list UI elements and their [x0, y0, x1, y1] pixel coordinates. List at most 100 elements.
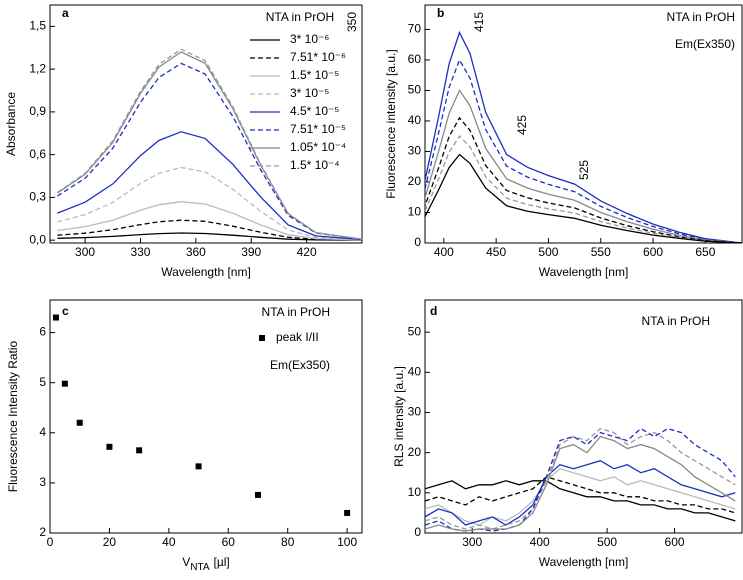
- x-axis-label: VNTA [µl]: [182, 555, 230, 572]
- y-tick-label: 40: [408, 113, 422, 127]
- series-group: [425, 427, 736, 532]
- y-tick-label: 6: [39, 325, 46, 339]
- y-tick-label: 5: [39, 375, 46, 389]
- series-line: [57, 232, 362, 241]
- y-tick-label: 0,6: [29, 147, 46, 161]
- x-tick-label: 80: [281, 535, 295, 549]
- series-line: [425, 58, 742, 243]
- x-axis-label: Wavelength [nm]: [539, 265, 629, 279]
- panel-label: d: [430, 304, 437, 318]
- x-axis-label: Wavelength [nm]: [161, 265, 251, 279]
- annotation: 350: [345, 12, 359, 32]
- scatter-point: [52, 314, 59, 321]
- series-line: [57, 201, 362, 241]
- series-line: [425, 459, 736, 526]
- series-line: [425, 480, 736, 522]
- series-line: [425, 153, 742, 243]
- x-tick-label: 400: [434, 245, 454, 259]
- x-tick-label: 600: [665, 535, 685, 549]
- x-tick-label: 100: [337, 535, 357, 549]
- y-tick-label: 50: [408, 324, 422, 338]
- series-line: [425, 435, 736, 532]
- series-line: [425, 427, 736, 532]
- scatter-point: [195, 463, 202, 470]
- y-tick-label: 0,3: [29, 190, 46, 204]
- x-tick-label: 420: [297, 245, 317, 259]
- scatter-point: [344, 509, 351, 516]
- annotation: 425: [515, 115, 529, 135]
- legend-label: peak I/II: [276, 330, 319, 344]
- legend-label: 1.5* 10⁻⁴: [290, 158, 340, 172]
- x-tick-label: 330: [130, 245, 150, 259]
- y-axis-label: RLS intensity [a.u.]: [392, 366, 406, 467]
- y-tick-label: 40: [408, 364, 422, 378]
- x-tick-label: 360: [186, 245, 206, 259]
- y-tick-label: 30: [408, 144, 422, 158]
- series-line: [57, 219, 362, 241]
- y-tick-label: 50: [408, 83, 422, 97]
- y-tick-label: 60: [408, 52, 422, 66]
- series-line: [57, 131, 362, 241]
- series-line: [425, 135, 742, 243]
- x-tick-label: 0: [47, 535, 54, 549]
- x-tick-label: 550: [591, 245, 611, 259]
- x-tick-label: 40: [162, 535, 176, 549]
- series-line: [425, 476, 736, 514]
- y-tick-label: 3: [39, 475, 46, 489]
- panel-label: b: [437, 6, 444, 20]
- panel-title: NTA in PrOH: [266, 10, 334, 24]
- series-line: [57, 166, 362, 241]
- x-tick-label: 600: [643, 245, 663, 259]
- panel-subtitle: Em(Ex350): [675, 37, 735, 51]
- panel-title: NTA in PrOH: [667, 10, 735, 24]
- y-tick-label: 1,5: [29, 19, 46, 33]
- y-tick-label: 0: [414, 235, 421, 249]
- y-tick-label: 1,2: [29, 61, 46, 75]
- series-line: [425, 467, 736, 526]
- y-tick-label: 4: [39, 425, 46, 439]
- panel-title: NTA in PrOH: [262, 305, 330, 319]
- plot-frame: [49, 4, 363, 244]
- y-tick-label: 0: [414, 525, 421, 539]
- x-tick-label: 500: [538, 245, 558, 259]
- y-tick-label: 20: [408, 174, 422, 188]
- y-tick-label: 10: [408, 485, 422, 499]
- x-tick-label: 60: [222, 535, 236, 549]
- y-tick-label: 0,0: [29, 232, 46, 246]
- scatter-point: [61, 380, 68, 387]
- y-axis-label: Absorbance: [4, 92, 18, 156]
- legend-label: 1.5* 10⁻⁵: [290, 68, 339, 82]
- x-tick-label: 390: [241, 245, 261, 259]
- series-group: [57, 48, 362, 241]
- plot-frame: [424, 4, 743, 244]
- scatter-point: [136, 447, 143, 454]
- x-axis-label: Wavelength [nm]: [539, 555, 629, 569]
- annotation: 415: [472, 12, 486, 32]
- x-tick-label: 20: [103, 535, 117, 549]
- legend-label: 4.5* 10⁻⁵: [290, 104, 339, 118]
- series-line: [425, 116, 742, 243]
- series-line: [57, 51, 362, 240]
- legend-label: 7.51* 10⁻⁵: [290, 122, 346, 136]
- panel-title: NTA in PrOH: [642, 314, 710, 328]
- y-tick-label: 2: [39, 525, 46, 539]
- legend-swatch: [259, 335, 265, 341]
- panel-subtitle: Em(Ex350): [270, 358, 330, 372]
- x-tick-label: 650: [695, 245, 715, 259]
- y-tick-label: 20: [408, 445, 422, 459]
- series-line: [425, 89, 742, 243]
- plot-frame: [49, 299, 363, 534]
- y-tick-label: 30: [408, 405, 422, 419]
- annotation: 525: [577, 160, 591, 180]
- x-axis-label-main: Wavelength [nm]: [539, 265, 629, 279]
- legend-label: 7.51* 10⁻⁶: [290, 50, 346, 64]
- legend-label: 3* 10⁻⁶: [290, 32, 329, 46]
- x-axis-label-main: Wavelength [nm]: [161, 265, 251, 279]
- series-line: [425, 30, 742, 243]
- legend-label: 1.05* 10⁻⁴: [290, 140, 346, 154]
- x-tick-label: 300: [462, 535, 482, 549]
- x-tick-label: 400: [530, 535, 550, 549]
- y-tick-label: 0,9: [29, 104, 46, 118]
- x-tick-label: 500: [597, 535, 617, 549]
